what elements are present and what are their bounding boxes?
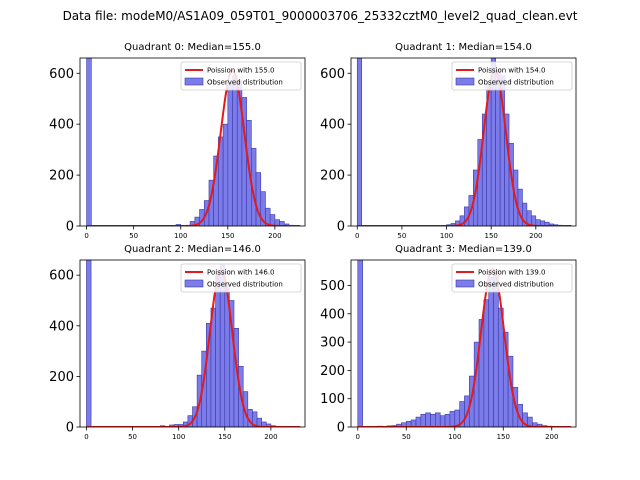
legend-bar-swatch bbox=[184, 77, 204, 86]
panel-title: Quadrant 1: Median=154.0 bbox=[395, 42, 532, 53]
legend-label-poisson: Poission with 139.0 bbox=[478, 269, 546, 277]
histogram-bars bbox=[356, 58, 563, 226]
panel-quadrant-0: Quadrant 0: Median=155.0 0 200 400 600 0 50 10… bbox=[49, 42, 306, 240]
panel-title: Quadrant 0: Median=155.0 bbox=[124, 42, 261, 53]
y-tick-label: 0 bbox=[66, 421, 74, 436]
x-tick-label: 150 bbox=[484, 232, 497, 240]
y-tick-label: 0 bbox=[337, 421, 345, 436]
x-tick-label: 200 bbox=[545, 433, 558, 441]
legend-label-poisson: Poission with 146.0 bbox=[207, 269, 275, 277]
legend-box bbox=[451, 263, 573, 293]
histogram-bar bbox=[449, 411, 456, 427]
y-tick-label: 600 bbox=[49, 67, 74, 82]
histogram-bar bbox=[357, 260, 363, 427]
histogram-bar bbox=[425, 412, 431, 427]
y-tick-label: 200 bbox=[49, 169, 74, 184]
y-tick-label: 400 bbox=[320, 118, 345, 133]
y-tick-label: 200 bbox=[320, 169, 345, 184]
x-tick-label: 150 bbox=[221, 232, 234, 240]
x-tick-label: 150 bbox=[497, 433, 510, 441]
x-tick-label: 50 bbox=[397, 232, 406, 240]
y-tick-label: 400 bbox=[49, 118, 74, 133]
axes-frame bbox=[79, 259, 306, 428]
x-tick-label: 100 bbox=[172, 433, 185, 441]
panel-quadrant-1: Quadrant 1: Median=154.0 0 200 400 600 0 50 10… bbox=[320, 42, 577, 240]
histogram-bar bbox=[527, 416, 533, 427]
x-tick-label: 0 bbox=[355, 232, 359, 240]
legend-bar-swatch bbox=[455, 77, 475, 86]
legend-box bbox=[180, 263, 302, 293]
legend-label-observed: Observed distribution bbox=[478, 281, 554, 289]
legend: Poission with 154.0 Observed distribution bbox=[451, 61, 573, 91]
poisson-curve bbox=[86, 69, 301, 226]
legend: Poission with 146.0 Observed distribution bbox=[180, 263, 302, 293]
y-tick-label: 500 bbox=[320, 279, 345, 294]
x-tick-label: 200 bbox=[268, 232, 281, 240]
x-tick-label: 100 bbox=[440, 232, 453, 240]
axes-frame bbox=[350, 259, 577, 428]
histogram-bar bbox=[227, 81, 233, 226]
y-tick-label: 100 bbox=[320, 392, 345, 407]
x-tick-label: 100 bbox=[174, 232, 187, 240]
legend-bar-swatch bbox=[184, 279, 204, 288]
panel-title: Quadrant 3: Median=139.0 bbox=[395, 244, 532, 255]
legend-box bbox=[180, 61, 302, 91]
histogram-bar bbox=[86, 58, 92, 226]
histogram-bar bbox=[493, 269, 499, 427]
histogram-bar bbox=[222, 123, 229, 226]
histogram-bar bbox=[356, 58, 363, 226]
histogram-bar bbox=[435, 412, 441, 427]
x-tick-label: 200 bbox=[529, 232, 542, 240]
y-tick-label: 600 bbox=[49, 269, 74, 284]
legend: Poission with 155.0 Observed distribution bbox=[180, 61, 302, 91]
histogram-bar bbox=[483, 299, 490, 427]
histogram-bar bbox=[410, 419, 417, 427]
histogram-bar bbox=[488, 276, 494, 427]
x-tick-label: 0 bbox=[356, 433, 360, 441]
legend-box bbox=[451, 61, 573, 91]
histogram-bar bbox=[439, 415, 446, 427]
legend-label-observed: Observed distribution bbox=[207, 281, 283, 289]
x-tick-label: 0 bbox=[84, 433, 88, 441]
x-tick-label: 100 bbox=[448, 433, 461, 441]
y-tick-label: 400 bbox=[49, 319, 74, 334]
x-tick-label: 50 bbox=[402, 433, 411, 441]
poisson-curve bbox=[357, 69, 572, 226]
legend-label-poisson: Poission with 154.0 bbox=[478, 67, 546, 75]
panel-quadrant-3: Quadrant 3: Median=139.0 0 100 200 300 400 50… bbox=[320, 244, 577, 441]
poisson-curve bbox=[86, 269, 301, 427]
y-tick-label: 200 bbox=[320, 364, 345, 379]
histogram-bar bbox=[444, 413, 451, 427]
axes-frame bbox=[79, 57, 306, 227]
x-tick-label: 200 bbox=[264, 433, 277, 441]
legend-bar-swatch bbox=[455, 279, 475, 288]
panel-title: Quadrant 2: Median=146.0 bbox=[124, 244, 261, 255]
y-tick-label: 600 bbox=[320, 67, 345, 82]
axes-frame bbox=[350, 57, 577, 227]
legend-label-poisson: Poission with 155.0 bbox=[207, 67, 275, 75]
y-tick-label: 200 bbox=[49, 370, 74, 385]
histogram-bars bbox=[357, 260, 557, 427]
legend-label-observed: Observed distribution bbox=[207, 79, 283, 87]
x-tick-label: 150 bbox=[218, 433, 231, 441]
y-tick-label: 400 bbox=[320, 307, 345, 322]
legend-label-observed: Observed distribution bbox=[478, 79, 554, 87]
x-tick-label: 50 bbox=[129, 232, 138, 240]
histogram-bar bbox=[495, 70, 501, 226]
histogram-bar bbox=[420, 413, 426, 427]
legend: Poission with 139.0 Observed distribution bbox=[451, 263, 573, 293]
histogram-bar bbox=[430, 413, 436, 427]
y-tick-label: 0 bbox=[337, 220, 345, 235]
histogram-bar bbox=[215, 274, 221, 427]
panel-quadrant-2: Quadrant 2: Median=146.0 0 200 400 600 0 50 10… bbox=[49, 244, 306, 441]
histogram-bar bbox=[232, 75, 238, 226]
y-tick-label: 300 bbox=[320, 336, 345, 351]
x-tick-label: 50 bbox=[128, 433, 137, 441]
histogram-bar bbox=[415, 416, 422, 427]
x-tick-label: 0 bbox=[84, 232, 88, 240]
figure-title: Data file: modeM0/AS1A09_059T01_90000037… bbox=[63, 9, 578, 23]
y-tick-label: 0 bbox=[66, 220, 74, 235]
histogram-bar bbox=[86, 260, 92, 427]
